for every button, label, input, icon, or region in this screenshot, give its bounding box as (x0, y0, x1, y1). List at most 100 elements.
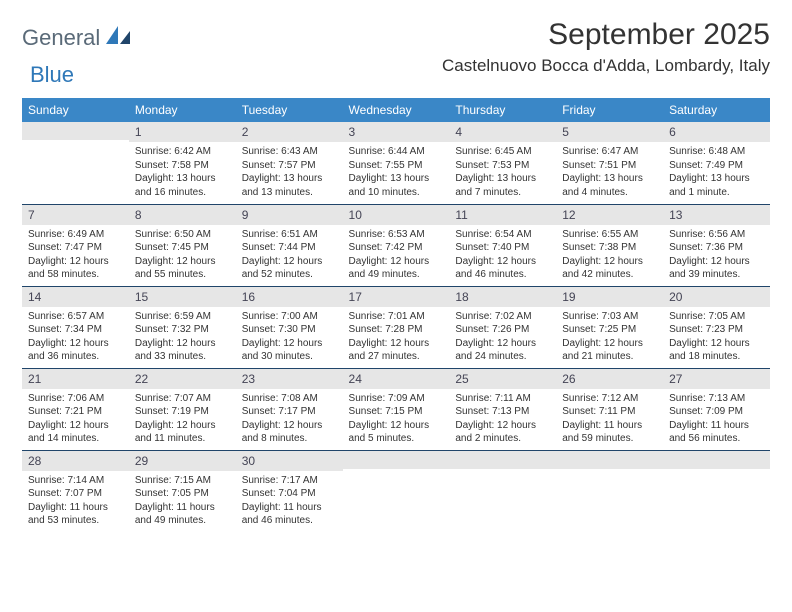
sunset-text: Sunset: 7:53 PM (455, 159, 550, 173)
sunset-text: Sunset: 7:49 PM (669, 159, 764, 173)
day-number (663, 451, 770, 469)
day-number: 20 (663, 287, 770, 307)
day-body: Sunrise: 6:56 AMSunset: 7:36 PMDaylight:… (663, 225, 770, 286)
calendar-day-cell (663, 450, 770, 532)
day-number: 5 (556, 122, 663, 142)
calendar-table: Sunday Monday Tuesday Wednesday Thursday… (22, 98, 770, 532)
logo: General (22, 24, 107, 51)
day-number: 23 (236, 369, 343, 389)
sunset-text: Sunset: 7:30 PM (242, 323, 337, 337)
day-number: 16 (236, 287, 343, 307)
daylight-text: Daylight: 12 hours and 27 minutes. (349, 337, 444, 364)
weekday-header-row: Sunday Monday Tuesday Wednesday Thursday… (22, 98, 770, 122)
calendar-day-cell: 26Sunrise: 7:12 AMSunset: 7:11 PMDayligh… (556, 368, 663, 450)
day-number: 6 (663, 122, 770, 142)
daylight-text: Daylight: 12 hours and 5 minutes. (349, 419, 444, 446)
sunrise-text: Sunrise: 6:55 AM (562, 228, 657, 242)
day-body: Sunrise: 7:09 AMSunset: 7:15 PMDaylight:… (343, 389, 450, 450)
calendar-week-row: 28Sunrise: 7:14 AMSunset: 7:07 PMDayligh… (22, 450, 770, 532)
day-number: 12 (556, 205, 663, 225)
day-body: Sunrise: 7:01 AMSunset: 7:28 PMDaylight:… (343, 307, 450, 368)
sunrise-text: Sunrise: 6:56 AM (669, 228, 764, 242)
daylight-text: Daylight: 12 hours and 49 minutes. (349, 255, 444, 282)
sunset-text: Sunset: 7:23 PM (669, 323, 764, 337)
day-body: Sunrise: 7:03 AMSunset: 7:25 PMDaylight:… (556, 307, 663, 368)
day-body: Sunrise: 6:42 AMSunset: 7:58 PMDaylight:… (129, 142, 236, 203)
sunset-text: Sunset: 7:25 PM (562, 323, 657, 337)
day-body: Sunrise: 6:45 AMSunset: 7:53 PMDaylight:… (449, 142, 556, 203)
sunrise-text: Sunrise: 7:09 AM (349, 392, 444, 406)
calendar-day-cell: 1Sunrise: 6:42 AMSunset: 7:58 PMDaylight… (129, 122, 236, 204)
sunrise-text: Sunrise: 7:15 AM (135, 474, 230, 488)
logo-text-general: General (22, 25, 100, 51)
daylight-text: Daylight: 12 hours and 58 minutes. (28, 255, 123, 282)
calendar-day-cell: 7Sunrise: 6:49 AMSunset: 7:47 PMDaylight… (22, 204, 129, 286)
sunset-text: Sunset: 7:13 PM (455, 405, 550, 419)
day-body: Sunrise: 7:14 AMSunset: 7:07 PMDaylight:… (22, 471, 129, 532)
sunrise-text: Sunrise: 7:01 AM (349, 310, 444, 324)
day-body: Sunrise: 7:13 AMSunset: 7:09 PMDaylight:… (663, 389, 770, 450)
daylight-text: Daylight: 11 hours and 59 minutes. (562, 419, 657, 446)
daylight-text: Daylight: 12 hours and 52 minutes. (242, 255, 337, 282)
daylight-text: Daylight: 13 hours and 4 minutes. (562, 172, 657, 199)
calendar-day-cell: 10Sunrise: 6:53 AMSunset: 7:42 PMDayligh… (343, 204, 450, 286)
sunrise-text: Sunrise: 7:00 AM (242, 310, 337, 324)
calendar-day-cell: 5Sunrise: 6:47 AMSunset: 7:51 PMDaylight… (556, 122, 663, 204)
daylight-text: Daylight: 12 hours and 18 minutes. (669, 337, 764, 364)
day-body: Sunrise: 6:48 AMSunset: 7:49 PMDaylight:… (663, 142, 770, 203)
day-number: 25 (449, 369, 556, 389)
calendar-day-cell (556, 450, 663, 532)
sunset-text: Sunset: 7:07 PM (28, 487, 123, 501)
calendar-day-cell: 15Sunrise: 6:59 AMSunset: 7:32 PMDayligh… (129, 286, 236, 368)
sunrise-text: Sunrise: 6:42 AM (135, 145, 230, 159)
calendar-day-cell: 4Sunrise: 6:45 AMSunset: 7:53 PMDaylight… (449, 122, 556, 204)
sunrise-text: Sunrise: 7:07 AM (135, 392, 230, 406)
calendar-day-cell: 3Sunrise: 6:44 AMSunset: 7:55 PMDaylight… (343, 122, 450, 204)
day-body: Sunrise: 6:54 AMSunset: 7:40 PMDaylight:… (449, 225, 556, 286)
daylight-text: Daylight: 13 hours and 1 minute. (669, 172, 764, 199)
day-number: 26 (556, 369, 663, 389)
calendar-day-cell: 21Sunrise: 7:06 AMSunset: 7:21 PMDayligh… (22, 368, 129, 450)
day-body: Sunrise: 7:06 AMSunset: 7:21 PMDaylight:… (22, 389, 129, 450)
month-title: September 2025 (442, 18, 770, 52)
daylight-text: Daylight: 12 hours and 8 minutes. (242, 419, 337, 446)
day-body: Sunrise: 6:59 AMSunset: 7:32 PMDaylight:… (129, 307, 236, 368)
calendar-day-cell: 29Sunrise: 7:15 AMSunset: 7:05 PMDayligh… (129, 450, 236, 532)
daylight-text: Daylight: 11 hours and 46 minutes. (242, 501, 337, 528)
sunrise-text: Sunrise: 6:49 AM (28, 228, 123, 242)
day-number: 10 (343, 205, 450, 225)
sunrise-text: Sunrise: 6:48 AM (669, 145, 764, 159)
day-number: 21 (22, 369, 129, 389)
calendar-week-row: 7Sunrise: 6:49 AMSunset: 7:47 PMDaylight… (22, 204, 770, 286)
day-number (22, 122, 129, 140)
daylight-text: Daylight: 12 hours and 2 minutes. (455, 419, 550, 446)
day-body: Sunrise: 6:55 AMSunset: 7:38 PMDaylight:… (556, 225, 663, 286)
calendar-day-cell: 28Sunrise: 7:14 AMSunset: 7:07 PMDayligh… (22, 450, 129, 532)
calendar-week-row: 1Sunrise: 6:42 AMSunset: 7:58 PMDaylight… (22, 122, 770, 204)
sunrise-text: Sunrise: 6:57 AM (28, 310, 123, 324)
logo-text-blue: Blue (30, 62, 74, 87)
daylight-text: Daylight: 11 hours and 56 minutes. (669, 419, 764, 446)
sunrise-text: Sunrise: 6:53 AM (349, 228, 444, 242)
daylight-text: Daylight: 12 hours and 14 minutes. (28, 419, 123, 446)
sunset-text: Sunset: 7:51 PM (562, 159, 657, 173)
calendar-day-cell: 27Sunrise: 7:13 AMSunset: 7:09 PMDayligh… (663, 368, 770, 450)
day-number: 13 (663, 205, 770, 225)
calendar-week-row: 21Sunrise: 7:06 AMSunset: 7:21 PMDayligh… (22, 368, 770, 450)
sunrise-text: Sunrise: 6:54 AM (455, 228, 550, 242)
day-number: 18 (449, 287, 556, 307)
day-body: Sunrise: 6:44 AMSunset: 7:55 PMDaylight:… (343, 142, 450, 203)
sunset-text: Sunset: 7:17 PM (242, 405, 337, 419)
calendar-day-cell (343, 450, 450, 532)
day-body: Sunrise: 6:43 AMSunset: 7:57 PMDaylight:… (236, 142, 343, 203)
day-number: 30 (236, 451, 343, 471)
day-number: 1 (129, 122, 236, 142)
day-body: Sunrise: 7:12 AMSunset: 7:11 PMDaylight:… (556, 389, 663, 450)
sunset-text: Sunset: 7:55 PM (349, 159, 444, 173)
day-body: Sunrise: 7:17 AMSunset: 7:04 PMDaylight:… (236, 471, 343, 532)
daylight-text: Daylight: 12 hours and 24 minutes. (455, 337, 550, 364)
sunrise-text: Sunrise: 7:08 AM (242, 392, 337, 406)
day-number: 29 (129, 451, 236, 471)
daylight-text: Daylight: 12 hours and 33 minutes. (135, 337, 230, 364)
logo-sail-icon (105, 24, 131, 51)
